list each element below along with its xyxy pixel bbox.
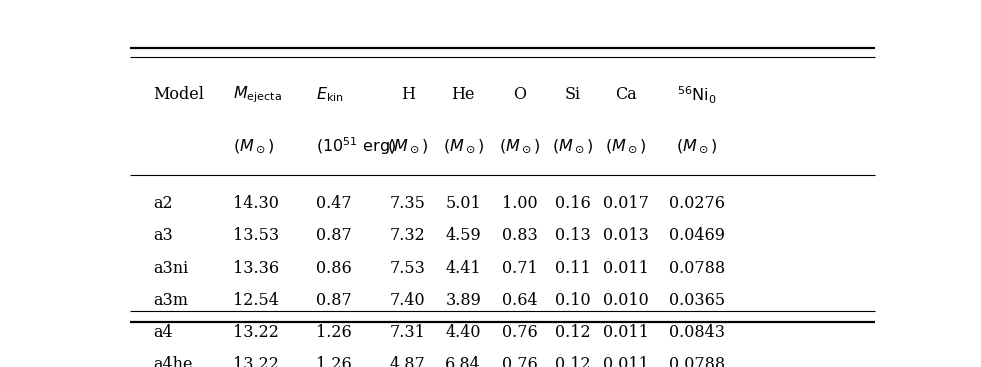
Text: $(M_\odot)$: $(M_\odot)$ [499,137,541,155]
Text: $E_{\rm kin}$: $E_{\rm kin}$ [317,86,344,104]
Text: 3.89: 3.89 [445,292,481,309]
Text: Ca: Ca [615,86,637,103]
Text: 0.0276: 0.0276 [669,195,725,212]
Text: 0.0843: 0.0843 [669,324,725,341]
Text: 0.87: 0.87 [317,228,352,244]
Text: $(M_\odot)$: $(M_\odot)$ [442,137,484,155]
Text: 0.011: 0.011 [603,324,648,341]
Text: 0.017: 0.017 [603,195,648,212]
Text: H: H [400,86,415,103]
Text: a3ni: a3ni [153,259,188,277]
Text: 0.0788: 0.0788 [669,356,725,367]
Text: 1.26: 1.26 [317,324,352,341]
Text: $(M_\odot)$: $(M_\odot)$ [605,137,646,155]
Text: 0.11: 0.11 [555,259,591,277]
Text: 13.53: 13.53 [232,228,279,244]
Text: Si: Si [565,86,581,103]
Text: 1.00: 1.00 [501,195,538,212]
Text: a3: a3 [153,228,173,244]
Text: 0.0469: 0.0469 [669,228,725,244]
Text: 13.36: 13.36 [232,259,279,277]
Text: 0.12: 0.12 [555,356,591,367]
Text: 0.10: 0.10 [555,292,591,309]
Text: 14.30: 14.30 [232,195,279,212]
Text: 6.84: 6.84 [445,356,481,367]
Text: 0.011: 0.011 [603,356,648,367]
Text: $M_{\rm ejecta}$: $M_{\rm ejecta}$ [232,85,282,105]
Text: 0.013: 0.013 [603,228,648,244]
Text: a3m: a3m [153,292,188,309]
Text: He: He [451,86,475,103]
Text: a4he: a4he [153,356,192,367]
Text: a4: a4 [153,324,173,341]
Text: 7.53: 7.53 [389,259,426,277]
Text: 5.01: 5.01 [445,195,481,212]
Text: 0.83: 0.83 [501,228,538,244]
Text: 13.22: 13.22 [232,356,279,367]
Text: $(M_\odot)$: $(M_\odot)$ [552,137,594,155]
Text: 4.40: 4.40 [445,324,481,341]
Text: 0.0788: 0.0788 [669,259,725,277]
Text: 7.35: 7.35 [389,195,426,212]
Text: $(10^{51}\ {\rm erg})$: $(10^{51}\ {\rm erg})$ [317,135,396,157]
Text: O: O [513,86,526,103]
Text: $^{56}{\rm Ni}_0$: $^{56}{\rm Ni}_0$ [677,84,716,106]
Text: 13.22: 13.22 [232,324,279,341]
Text: 4.87: 4.87 [389,356,426,367]
Text: 0.87: 0.87 [317,292,352,309]
Text: 0.010: 0.010 [603,292,648,309]
Text: 0.64: 0.64 [501,292,538,309]
Text: 1.26: 1.26 [317,356,352,367]
Text: 0.13: 0.13 [555,228,591,244]
Text: $(M_\odot)$: $(M_\odot)$ [232,137,274,155]
Text: Model: Model [153,86,204,103]
Text: 0.16: 0.16 [555,195,591,212]
Text: 0.71: 0.71 [501,259,538,277]
Text: 4.41: 4.41 [445,259,481,277]
Text: 0.12: 0.12 [555,324,591,341]
Text: 4.59: 4.59 [445,228,481,244]
Text: 0.011: 0.011 [603,259,648,277]
Text: 7.40: 7.40 [389,292,426,309]
Text: 0.47: 0.47 [317,195,352,212]
Text: 7.31: 7.31 [389,324,426,341]
Text: 7.32: 7.32 [389,228,426,244]
Text: 0.76: 0.76 [501,356,538,367]
Text: 0.86: 0.86 [317,259,352,277]
Text: 0.76: 0.76 [501,324,538,341]
Text: 12.54: 12.54 [232,292,279,309]
Text: $(M_\odot)$: $(M_\odot)$ [387,137,429,155]
Text: 0.0365: 0.0365 [669,292,725,309]
Text: a2: a2 [153,195,173,212]
Text: $(M_\odot)$: $(M_\odot)$ [676,137,717,155]
